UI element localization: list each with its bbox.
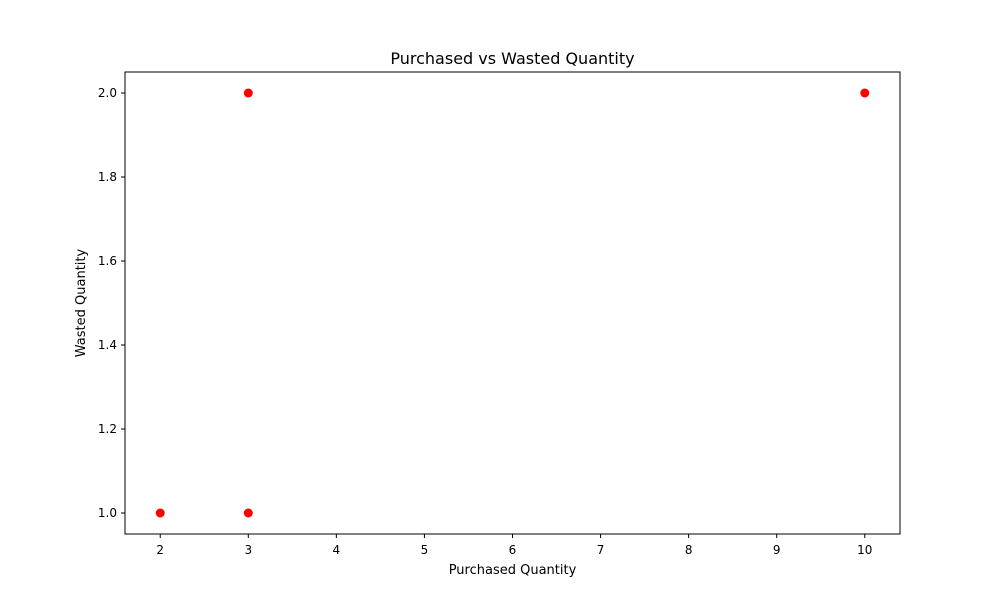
chart-title: Purchased vs Wasted Quantity (390, 49, 634, 68)
x-tick-label: 4 (333, 543, 341, 557)
y-tick-label: 1.2 (98, 422, 117, 436)
x-tick-label: 10 (857, 543, 872, 557)
x-tick-label: 6 (509, 543, 517, 557)
data-points (155, 88, 870, 518)
y-axis-label: Wasted Quantity (74, 248, 89, 357)
scatter-point (860, 88, 870, 98)
y-axis-ticks: 1.0 1.2 1.4 1.6 1.8 2.0 (98, 86, 125, 520)
scatter-point (243, 88, 253, 98)
scatter-point (243, 508, 253, 518)
x-tick-label: 5 (421, 543, 429, 557)
x-axis-label: Purchased Quantity (449, 563, 577, 578)
x-tick-label: 8 (685, 543, 693, 557)
x-axis-ticks: 2 3 4 5 6 7 8 9 10 (156, 534, 872, 557)
y-tick-label: 1.8 (98, 170, 117, 184)
x-tick-label: 2 (156, 543, 164, 557)
plot-area-frame (124, 71, 901, 535)
y-tick-label: 2.0 (98, 86, 117, 100)
x-tick-label: 9 (773, 543, 781, 557)
y-tick-label: 1.4 (98, 338, 117, 352)
scatter-point (155, 508, 165, 518)
y-tick-label: 1.6 (98, 254, 117, 268)
x-tick-label: 7 (597, 543, 605, 557)
x-tick-label: 3 (244, 543, 252, 557)
y-tick-label: 1.0 (98, 506, 117, 520)
